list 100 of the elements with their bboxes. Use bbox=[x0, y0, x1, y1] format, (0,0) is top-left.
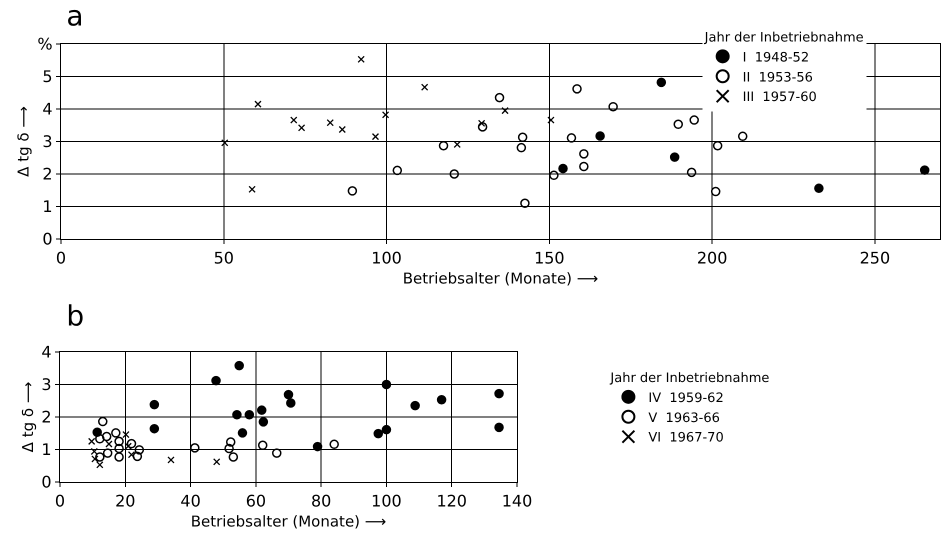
legend-label: V 1963-66 bbox=[648, 410, 720, 426]
legend-label: I 1948-52 bbox=[742, 50, 810, 66]
point bbox=[114, 436, 124, 446]
legend-title: Jahr der Inbetriebnahme bbox=[704, 30, 864, 46]
point bbox=[211, 376, 221, 386]
point bbox=[382, 111, 390, 118]
point bbox=[494, 388, 504, 398]
x-tick-label: 200 bbox=[696, 248, 728, 268]
point bbox=[326, 119, 334, 126]
point bbox=[254, 100, 262, 108]
legend-label: IV 1959-62 bbox=[648, 390, 724, 406]
point bbox=[410, 400, 420, 410]
point bbox=[579, 162, 589, 172]
point bbox=[90, 448, 98, 456]
point bbox=[284, 390, 294, 400]
point bbox=[258, 417, 268, 427]
y-tick-label: 2 bbox=[42, 164, 53, 184]
point bbox=[478, 120, 486, 127]
point bbox=[338, 126, 346, 134]
x-tick-label: 0 bbox=[54, 491, 66, 510]
point bbox=[710, 186, 720, 196]
y-tick-label: 0 bbox=[41, 472, 52, 492]
point bbox=[920, 165, 930, 175]
point bbox=[372, 132, 380, 140]
y-axis-title: Δ tg δ ⟶ bbox=[14, 106, 33, 177]
point bbox=[102, 448, 112, 458]
x-tick-label: 100 bbox=[371, 248, 402, 268]
point bbox=[358, 56, 365, 63]
chart-title: a bbox=[66, 0, 84, 33]
point bbox=[238, 428, 248, 438]
point bbox=[572, 84, 582, 94]
legend-label: III 1957-60 bbox=[742, 90, 817, 106]
point bbox=[248, 186, 256, 193]
point bbox=[150, 400, 160, 410]
x-tick-label: 100 bbox=[371, 491, 402, 510]
x-tick-label: 40 bbox=[180, 491, 201, 510]
legend-label: VI 1967-70 bbox=[648, 430, 724, 446]
point bbox=[436, 395, 446, 405]
point bbox=[579, 149, 589, 159]
point bbox=[128, 451, 136, 458]
y-tick-label: 2 bbox=[41, 408, 52, 427]
point bbox=[595, 131, 605, 141]
point bbox=[124, 442, 132, 450]
point bbox=[670, 152, 680, 162]
y-tick-label: 3 bbox=[41, 375, 52, 394]
point bbox=[494, 422, 504, 432]
point bbox=[478, 122, 488, 132]
point bbox=[258, 440, 268, 450]
point bbox=[501, 106, 509, 114]
point bbox=[234, 360, 244, 370]
point bbox=[244, 410, 254, 420]
point bbox=[226, 437, 236, 447]
point bbox=[689, 115, 699, 125]
y-tick-label: % bbox=[37, 34, 53, 54]
point bbox=[518, 132, 528, 142]
point bbox=[150, 424, 160, 434]
point bbox=[102, 432, 112, 442]
x-tick-label: 140 bbox=[502, 491, 532, 510]
point bbox=[382, 380, 392, 390]
point bbox=[213, 458, 220, 466]
point bbox=[228, 452, 238, 462]
x-tick-label: 150 bbox=[534, 248, 565, 268]
y-tick-label: 1 bbox=[42, 197, 53, 216]
point bbox=[96, 461, 104, 468]
point bbox=[232, 410, 242, 420]
x-tick-label: 20 bbox=[115, 491, 136, 510]
point bbox=[348, 186, 358, 196]
point bbox=[686, 168, 696, 178]
point bbox=[674, 120, 683, 130]
point bbox=[558, 164, 568, 174]
point bbox=[286, 398, 296, 408]
point bbox=[122, 430, 130, 438]
point bbox=[134, 445, 144, 455]
point bbox=[114, 452, 124, 462]
y-tick-label: 1 bbox=[41, 440, 52, 460]
point bbox=[91, 455, 99, 463]
x-tick-label: 80 bbox=[310, 491, 332, 510]
x-tick-label: 250 bbox=[860, 248, 890, 268]
point bbox=[516, 142, 526, 152]
legend-title: Jahr der Inbetriebnahme bbox=[609, 370, 770, 386]
point bbox=[520, 198, 530, 208]
point bbox=[272, 448, 282, 458]
y-tick-label: 5 bbox=[42, 67, 53, 86]
point bbox=[814, 184, 824, 194]
point bbox=[438, 140, 448, 150]
point bbox=[88, 438, 96, 446]
x-axis-title: Betriebsalter (Monate) ⟶ bbox=[402, 269, 598, 288]
point bbox=[190, 443, 200, 453]
chart-title: b bbox=[66, 300, 84, 333]
point bbox=[547, 116, 555, 124]
point bbox=[298, 124, 306, 132]
y-tick-label: 3 bbox=[42, 132, 53, 152]
point bbox=[290, 116, 298, 124]
point bbox=[132, 452, 142, 462]
point bbox=[114, 444, 124, 454]
point bbox=[738, 132, 748, 142]
point bbox=[392, 166, 402, 176]
y-tick-label: 4 bbox=[42, 100, 53, 119]
point bbox=[421, 84, 428, 91]
point bbox=[256, 405, 266, 415]
